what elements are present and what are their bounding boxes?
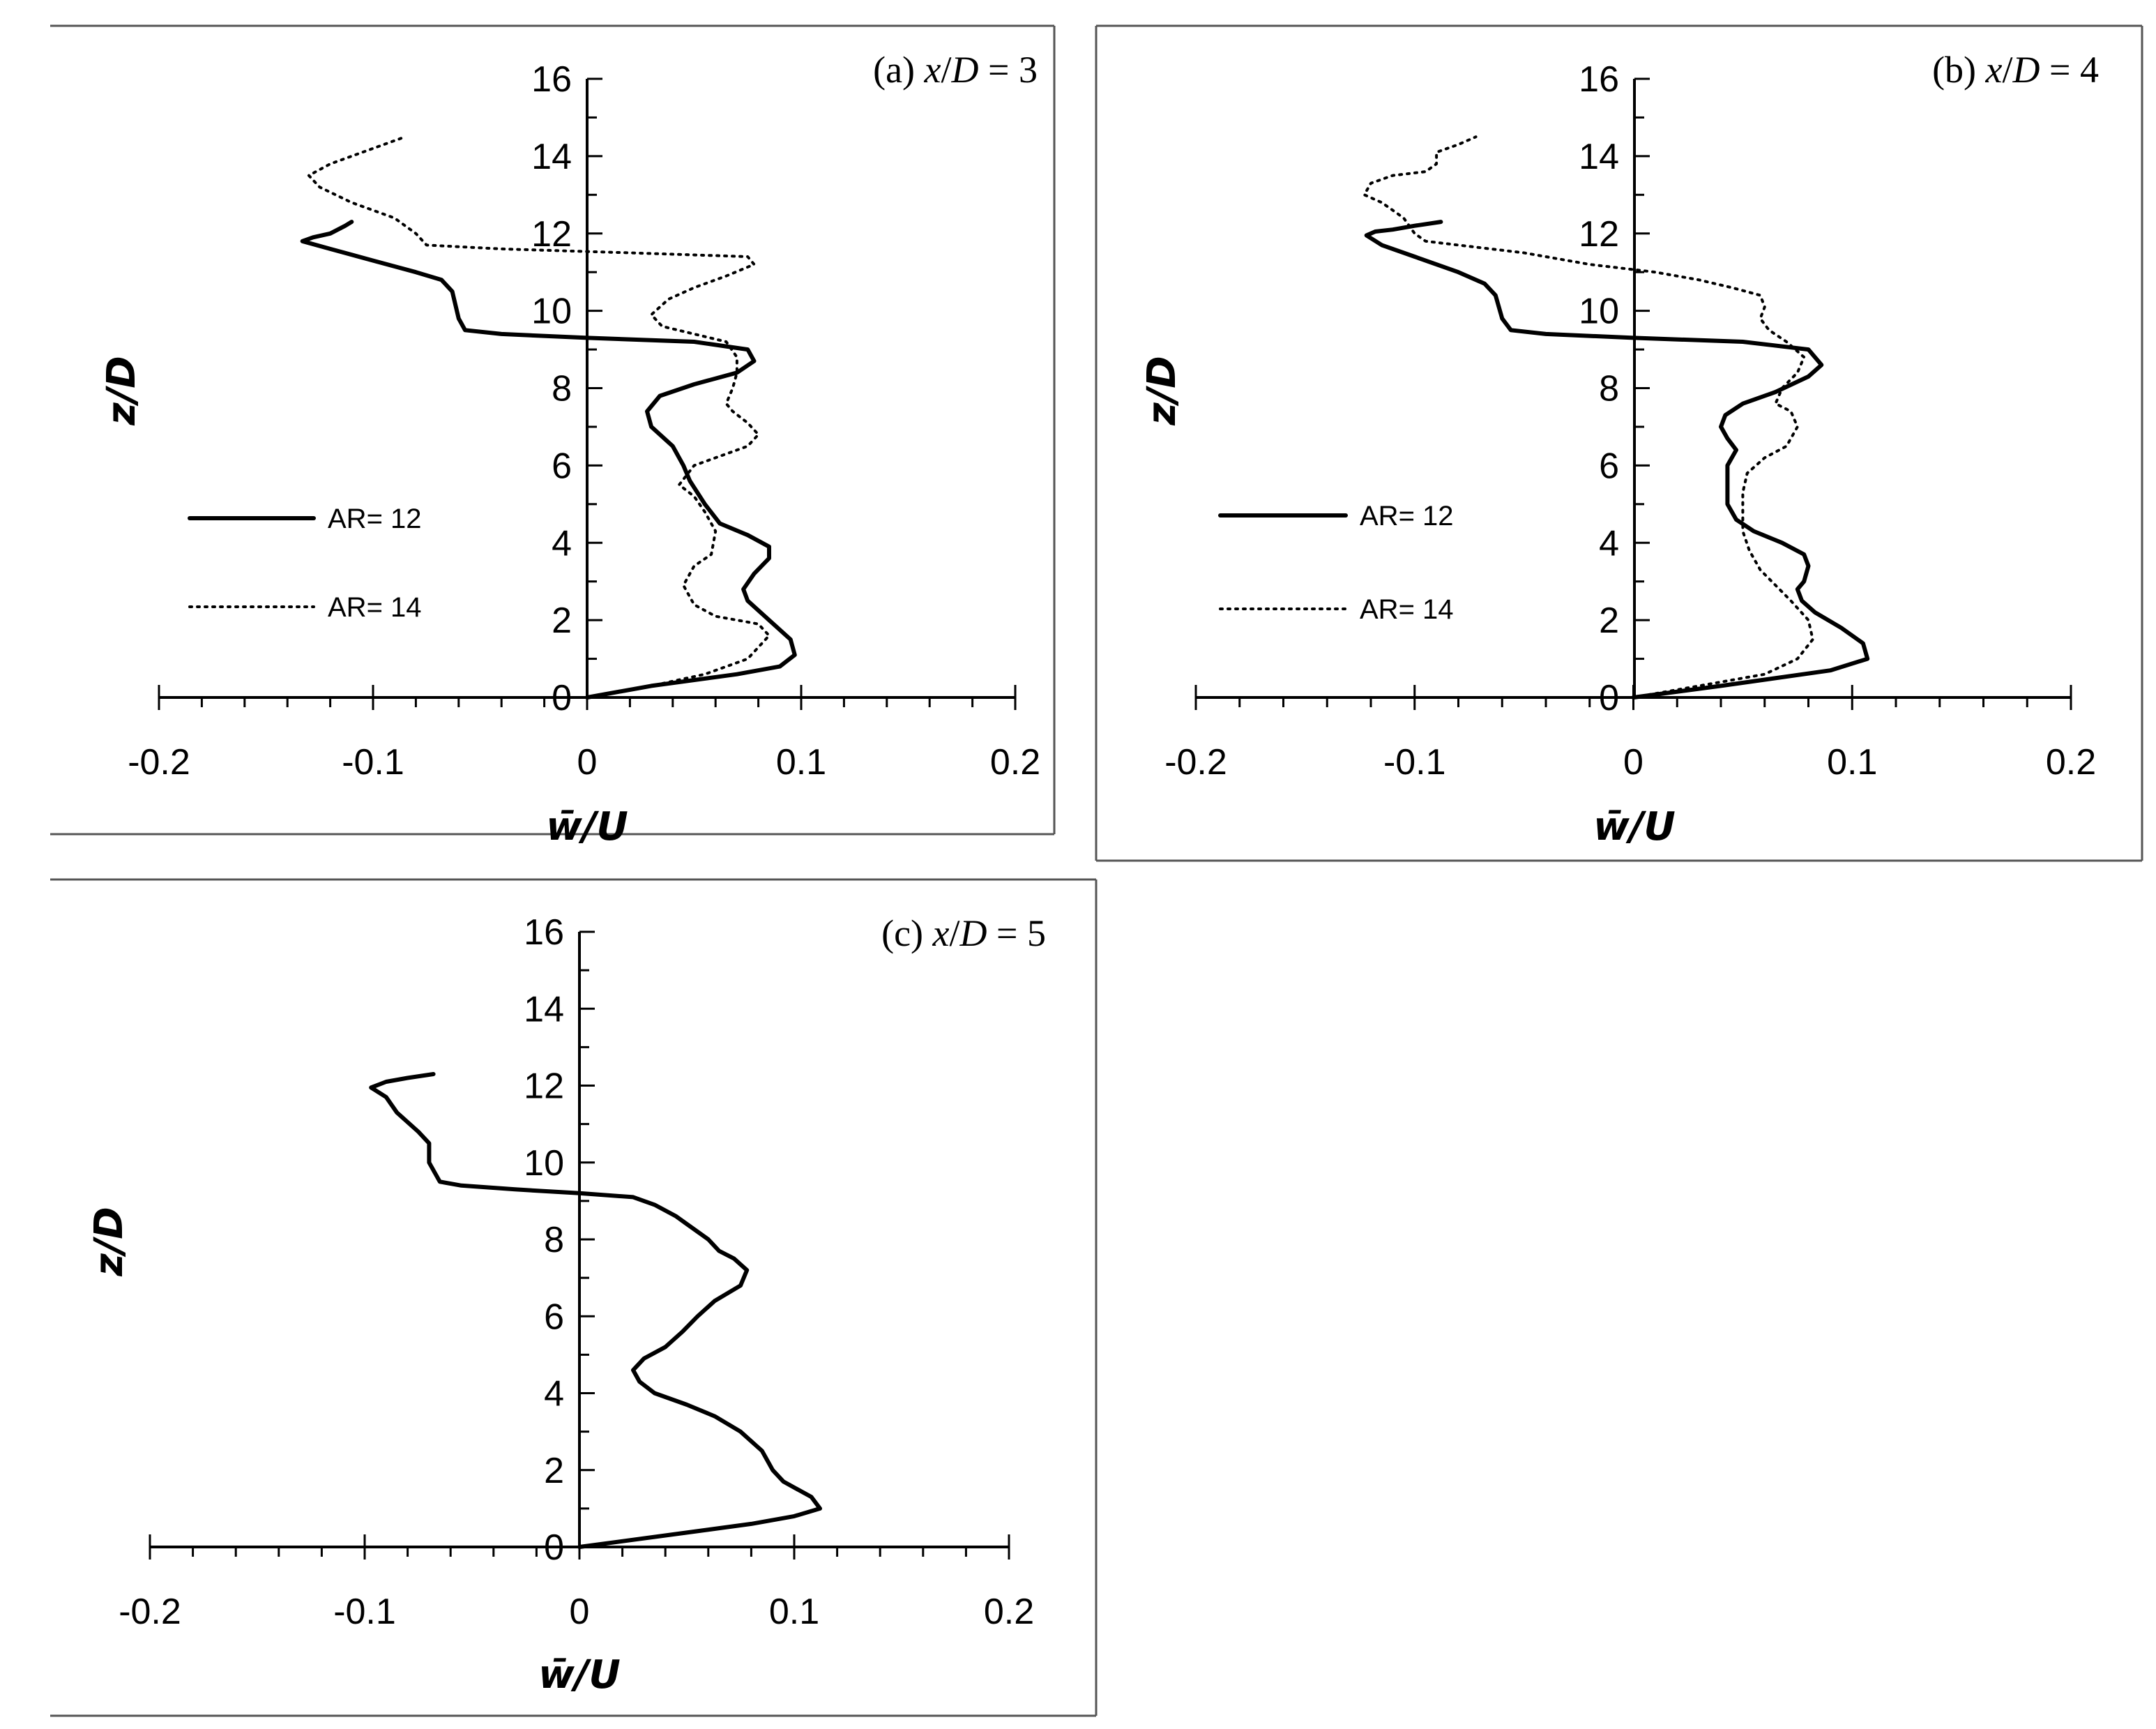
series-line-ar14 — [1362, 135, 1814, 699]
x-tick-label: -0.2 — [1164, 742, 1227, 783]
panel-c: -0.2 -0.1 0 0.1 0.2 0 2 4 6 8 10 12 14 16 (c) x/D = 5 z… — [50, 878, 1098, 1717]
panel-title-part: x — [924, 49, 941, 91]
y-tick-label: 10 — [1579, 292, 1619, 332]
panel-title-part: / — [2003, 49, 2013, 91]
y-tick-label: 6 — [1599, 446, 1619, 486]
y-tick-label: 0 — [552, 678, 572, 718]
panel-title-part: D — [959, 912, 987, 954]
y-tick-label: 14 — [1579, 137, 1619, 177]
panel-b: -0.2 -0.1 0 0.1 0.2 0 2 4 6 8 10 12 14 16 (b) x/D = 4 z… — [1095, 24, 2143, 862]
x-tick-label: 0.2 — [984, 1592, 1034, 1632]
y-axis-title: z/D — [99, 356, 144, 426]
y-tick-label: 0 — [544, 1527, 564, 1568]
y-tick-label: 2 — [1599, 601, 1619, 641]
y-tick-label: 8 — [552, 369, 572, 409]
y-tick-label: 2 — [552, 601, 572, 641]
legend-label: AR= 12 — [328, 504, 422, 534]
y-tick-label: 6 — [552, 446, 572, 486]
x-tick-label: 0.1 — [769, 1592, 819, 1632]
y-tick-label: 16 — [531, 59, 572, 100]
x-tick-label: 0.1 — [776, 742, 826, 783]
y-tick-label: 4 — [552, 523, 572, 564]
panel-title-part: / — [950, 912, 960, 954]
y-tick-label: 0 — [1599, 678, 1619, 718]
panel-title-part: / — [941, 49, 952, 91]
y-tick-label: 16 — [524, 912, 564, 953]
series-line-ar14 — [307, 135, 770, 699]
x-tick-label: 0.1 — [1827, 742, 1877, 783]
y-axis-title: z/D — [86, 1207, 132, 1277]
x-tick-label: -0.1 — [342, 742, 404, 783]
x-axis-title: w̄/U — [1593, 804, 1676, 850]
panel-title-part: x — [1985, 49, 2003, 91]
x-tick-label: 0 — [1623, 742, 1643, 783]
panel-title-part: (a) — [873, 49, 924, 91]
y-tick-label: 8 — [1599, 369, 1619, 409]
y-tick-label: 2 — [544, 1451, 564, 1491]
series-line-ar12 — [1364, 220, 1870, 700]
y-tick-label: 6 — [544, 1297, 564, 1337]
panel-title-part: = 4 — [2040, 49, 2099, 91]
x-tick-label: -0.2 — [128, 742, 190, 783]
y-tick-label: 12 — [531, 214, 572, 255]
y-tick-label: 8 — [544, 1220, 564, 1260]
panel-title-part: D — [2012, 49, 2040, 91]
x-tick-label: 0 — [577, 742, 598, 783]
legend-label: AR= 12 — [1360, 501, 1454, 531]
x-tick-label: 0.2 — [2046, 742, 2096, 783]
x-tick-label: 0 — [570, 1592, 590, 1632]
y-tick-label: 14 — [524, 989, 564, 1029]
panel-title: (a) x/D = 3 — [873, 49, 1038, 91]
y-tick-label: 4 — [1599, 523, 1619, 564]
x-axis-title: w̄/U — [546, 804, 628, 850]
panel-title-part: D — [951, 49, 979, 91]
y-tick-label: 12 — [1579, 214, 1619, 255]
panel-title-part: (c) — [881, 912, 932, 954]
y-tick-label: 14 — [531, 137, 572, 177]
y-axis-title: z/D — [1139, 356, 1185, 426]
series-line-ar12 — [369, 1072, 822, 1549]
x-tick-label: -0.1 — [1383, 742, 1446, 783]
panel-title-part: x — [932, 912, 950, 954]
panel-title-part: = 5 — [987, 912, 1046, 954]
y-tick-label: 10 — [524, 1143, 564, 1184]
y-tick-label: 4 — [544, 1374, 564, 1414]
panel-title-part: (b) — [1932, 49, 1985, 91]
series-line-ar12 — [300, 220, 797, 700]
x-axis-title: w̄/U — [538, 1652, 621, 1698]
x-tick-label: -0.2 — [119, 1592, 181, 1632]
panel-title: (c) x/D = 5 — [881, 912, 1046, 954]
y-tick-label: 16 — [1579, 59, 1619, 100]
legend-label: AR= 14 — [328, 592, 422, 623]
y-tick-label: 10 — [531, 292, 572, 332]
panel-a: -0.2 -0.1 0 0.1 0.2 0 2 4 6 8 10 12 14 16 (a) x/D = 3 z… — [50, 24, 1056, 850]
legend-label: AR= 14 — [1360, 594, 1454, 625]
panel-title-part: = 3 — [979, 49, 1038, 91]
y-tick-label: 12 — [524, 1066, 564, 1107]
x-tick-label: 0.2 — [990, 742, 1040, 783]
x-tick-label: -0.1 — [333, 1592, 396, 1632]
panel-title: (b) x/D = 4 — [1932, 49, 2099, 91]
